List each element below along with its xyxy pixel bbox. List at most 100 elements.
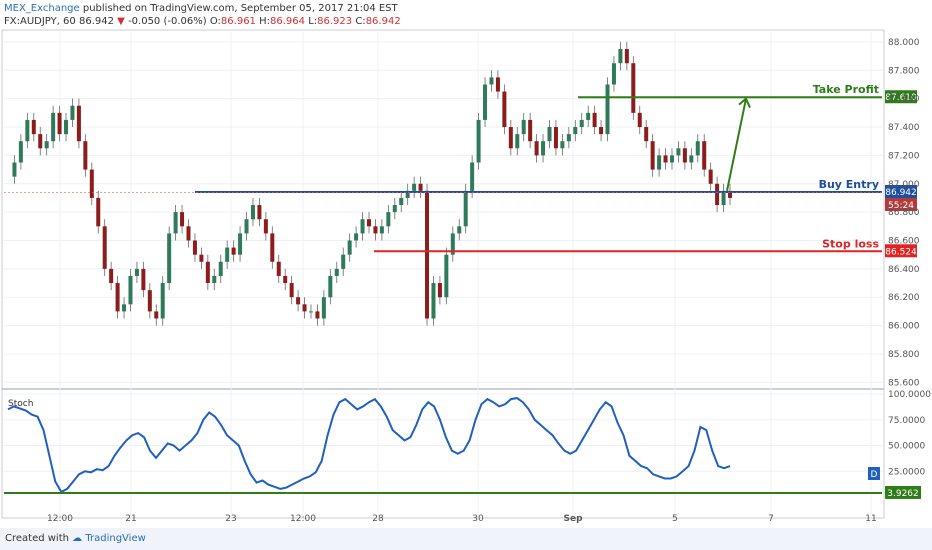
level-tag-2 xyxy=(885,244,917,258)
publisher-link[interactable]: MEX_Exchange xyxy=(4,3,80,14)
candle-body xyxy=(102,226,107,269)
price-tick-9: 86.200 xyxy=(888,293,920,303)
candle-body xyxy=(76,105,81,142)
candle-body xyxy=(418,183,423,191)
candle-body xyxy=(579,119,584,128)
candle-body xyxy=(154,311,159,319)
price-tick-11: 85.800 xyxy=(888,350,920,360)
candle-body xyxy=(386,212,391,227)
stoch-tick-2: 50.0000 xyxy=(888,442,925,452)
price-chart[interactable]: Take Profit 87.610 Buy Entry 86.942 Stop los… xyxy=(0,0,932,528)
candle-body xyxy=(663,155,668,163)
time-tick-3: 12:00 xyxy=(290,514,316,524)
candle-body xyxy=(354,233,359,241)
time-tick-8: 7 xyxy=(768,514,774,524)
candle-body xyxy=(689,155,694,163)
last-price: 86.942 xyxy=(78,16,114,27)
time-axis: 12:00 21 23 12:00 28 30 Sep 5 7 11 xyxy=(47,514,877,524)
chart-frame xyxy=(1,29,885,519)
candle-body xyxy=(134,268,139,276)
candle-body xyxy=(483,84,488,120)
candle-body xyxy=(12,162,17,177)
tradingview-brand[interactable]: TradingView xyxy=(85,533,146,544)
stoch-line xyxy=(7,397,731,494)
price-tick-4: 87.200 xyxy=(888,151,920,161)
open-label: O: xyxy=(209,16,221,27)
candle-body xyxy=(250,205,255,220)
candle-body xyxy=(515,134,520,149)
stoch-name: Stoch xyxy=(8,399,33,409)
candle-body xyxy=(392,205,397,213)
candle-body xyxy=(489,77,494,85)
price-tick-12: 85.600 xyxy=(888,378,920,388)
candles xyxy=(12,41,732,326)
candle-body xyxy=(431,283,436,319)
level-tag-0 xyxy=(885,90,917,104)
candle-body xyxy=(160,283,165,319)
candle-body xyxy=(657,155,662,170)
candle-body xyxy=(676,148,681,156)
candle-body xyxy=(521,119,526,135)
candle-body xyxy=(64,119,69,135)
candle-body xyxy=(257,205,262,220)
candle-body xyxy=(470,162,475,191)
candle-body xyxy=(502,91,507,128)
candle-body xyxy=(328,275,333,298)
price-tick-8: 86.400 xyxy=(888,265,920,275)
candle-body xyxy=(637,112,642,128)
level-label-1: Buy Entry xyxy=(819,178,879,191)
candle-body xyxy=(96,197,101,227)
candle-body xyxy=(624,49,629,64)
candle-body xyxy=(541,141,546,156)
candle-body xyxy=(360,219,365,234)
candle-body xyxy=(225,247,230,262)
candle-body xyxy=(128,275,133,305)
candle-body xyxy=(373,226,378,234)
candle-body xyxy=(18,141,23,163)
level-tag-1 xyxy=(885,184,917,198)
candle-body xyxy=(238,233,243,255)
time-tick-9: 11 xyxy=(865,514,876,524)
candle-body xyxy=(425,190,430,319)
candle-body xyxy=(212,275,217,284)
candle-body xyxy=(547,127,552,142)
level-label-2: Stop loss xyxy=(822,237,879,250)
candle-body xyxy=(399,197,404,206)
candle-body xyxy=(122,304,127,312)
candle-body xyxy=(57,112,62,135)
candle-body xyxy=(708,169,713,184)
candle-body xyxy=(437,283,442,298)
candle-body xyxy=(302,304,307,312)
candle-body xyxy=(147,290,152,312)
candle-body xyxy=(44,141,49,149)
candle-body xyxy=(70,105,75,120)
level-tag-text-1: 86.942 xyxy=(885,188,917,198)
candle-body xyxy=(315,311,320,319)
candle-body xyxy=(682,148,687,163)
candle-body xyxy=(283,275,288,284)
close-value: 86.942 xyxy=(365,16,401,27)
candle-body xyxy=(341,254,346,269)
candle-body xyxy=(321,297,326,319)
low-value: 86.923 xyxy=(317,16,353,27)
stoch-tick-0: 100.0000 xyxy=(888,390,931,400)
candle-body xyxy=(611,63,616,85)
stoch-pane: 100.0000 75.0000 50.0000 25.0000 Stoch 3.9262… xyxy=(4,390,931,499)
candle-body xyxy=(38,134,43,149)
header-line-2: FX:AUDJPY, 60 86.942 ▼ -0.050 (-0.06%) O… xyxy=(4,15,401,28)
candle-body xyxy=(51,112,56,142)
level-tag-text-2: 86.524 xyxy=(885,247,917,257)
down-arrow-icon: ▼ xyxy=(117,16,125,27)
projection-arrow-head xyxy=(738,97,751,109)
candle-body xyxy=(534,141,539,156)
candle-body xyxy=(599,127,604,135)
price-tick-7: 86.600 xyxy=(888,236,920,246)
time-tick-6: Sep xyxy=(563,514,583,524)
candle-body xyxy=(192,240,197,255)
candle-body xyxy=(592,112,597,128)
candle-body xyxy=(205,261,210,284)
candle-body xyxy=(379,226,384,234)
time-tick-5: 30 xyxy=(472,514,484,524)
time-tick-1: 21 xyxy=(125,514,136,524)
candle-body xyxy=(586,112,591,120)
